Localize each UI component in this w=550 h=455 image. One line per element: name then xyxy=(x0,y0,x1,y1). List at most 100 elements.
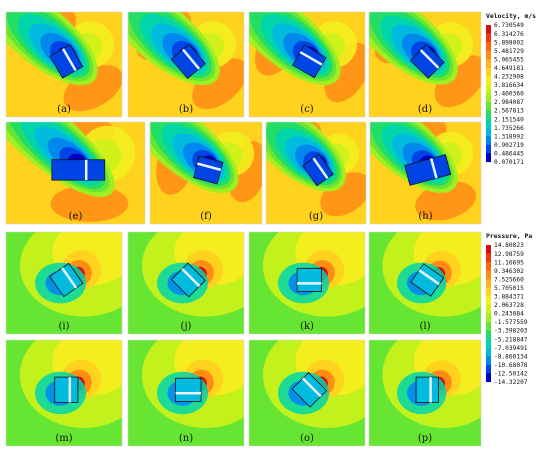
legend-tick-label: 5.898002 xyxy=(494,39,524,46)
legend-swatch xyxy=(486,119,491,128)
legend-swatch xyxy=(486,364,491,374)
legend-tick-label: 7.525660 xyxy=(494,276,524,283)
legend-swatch xyxy=(486,84,491,94)
legend-tick-label: 11.16695 xyxy=(494,259,524,266)
legend-swatch xyxy=(486,127,491,137)
legend-swatch xyxy=(486,67,491,77)
panel-label: (c) xyxy=(300,104,314,115)
legend-tick-label: 0.243084 xyxy=(494,311,524,318)
legend-tick-label: 5.481729 xyxy=(494,48,524,55)
legend-swatch xyxy=(486,153,491,163)
legend-tick-label: 1.735266 xyxy=(494,125,524,132)
building-block xyxy=(193,155,224,185)
legend-swatch xyxy=(486,287,491,297)
building-block xyxy=(292,44,327,79)
legend-swatch xyxy=(486,304,491,314)
contour-panel: (n) xyxy=(127,339,245,447)
legend-tick-label: 6.730549 xyxy=(494,22,524,29)
legend-tick-label: 0.486445 xyxy=(494,150,524,157)
contour-panel: (k) xyxy=(248,231,366,335)
building-block xyxy=(410,263,445,297)
legend-tick-label: 9.346302 xyxy=(494,268,524,275)
legend-swatch xyxy=(486,321,491,331)
legend-tick-label: -8.860134 xyxy=(494,353,528,360)
legend-swatch xyxy=(486,42,491,51)
legend-tick-label: 3.400360 xyxy=(494,91,524,98)
legend-tick-label: -10.68078 xyxy=(494,362,528,369)
legend-swatch xyxy=(486,347,491,357)
legend-tick-label: 2.151540 xyxy=(494,116,524,123)
legend-swatch xyxy=(486,110,491,120)
building-block xyxy=(175,377,202,402)
panel-label: (j) xyxy=(181,321,192,332)
contour-panels: (a) (b) (c) (d) (e) (f) (g) (h) (i) (j) (k) (l) (m) (… xyxy=(5,11,482,447)
legend-tick-label: 2.063728 xyxy=(494,302,524,309)
contour-panel: (j) xyxy=(127,231,245,335)
contour-panel: (c) xyxy=(248,11,366,118)
contour-panel: (d) xyxy=(368,11,482,118)
legend-tick-label: 1.318992 xyxy=(494,133,524,140)
contour-panel: (a) xyxy=(5,11,123,118)
legend-tick-label: -14.32207 xyxy=(494,379,528,386)
panel-label: (d) xyxy=(418,104,432,115)
contour-panel: (p) xyxy=(368,339,482,447)
building-block xyxy=(404,154,452,186)
legend-swatch xyxy=(486,339,491,348)
legend-swatch xyxy=(486,144,491,154)
legend-tick-label: -3.398203 xyxy=(494,328,528,335)
legend-tick-label: 6.314276 xyxy=(494,31,524,38)
legend-swatch xyxy=(486,25,491,34)
building-block xyxy=(49,44,84,79)
building-block xyxy=(170,43,206,80)
contour-panel: (i) xyxy=(5,231,123,335)
building-block xyxy=(291,372,328,408)
legend-tick-label: 0.070171 xyxy=(494,159,524,166)
contour-panel: (o) xyxy=(248,339,366,447)
building-block xyxy=(54,376,79,403)
panel-label: (o) xyxy=(300,433,314,444)
building-block xyxy=(296,267,322,292)
building-block xyxy=(409,43,445,79)
panel-label: (e) xyxy=(69,211,83,222)
panel-label: (l) xyxy=(419,321,430,332)
legend-swatch xyxy=(486,253,491,263)
contour-panel: (e) xyxy=(5,121,146,225)
legend-swatch xyxy=(486,93,491,103)
contour-panel: (h) xyxy=(369,121,482,225)
legend-tick-label: -12.50142 xyxy=(494,370,528,377)
building-block xyxy=(170,262,206,298)
contour-panel: (b) xyxy=(127,11,245,118)
legend-tick-label: -7.039491 xyxy=(494,345,528,352)
panel-label: (g) xyxy=(309,211,323,222)
panel-label: (p) xyxy=(418,433,432,444)
legend-swatch xyxy=(486,76,491,86)
panel-label: (k) xyxy=(300,321,314,332)
panel-label: (h) xyxy=(418,211,432,222)
legend-tick-label: -1.577559 xyxy=(494,319,528,326)
legend-swatch xyxy=(486,296,491,306)
legend-title: Velocity, m/s xyxy=(486,12,536,20)
panel-label: (i) xyxy=(58,321,69,332)
legend-tick-label: -5.218847 xyxy=(494,336,528,343)
building-block xyxy=(302,153,334,187)
legend-tick-label: 2.984087 xyxy=(494,99,524,106)
legend-tick-label: 4.232908 xyxy=(494,74,524,81)
contour-panel: (m) xyxy=(5,339,123,447)
legend-tick-label: 14.80823 xyxy=(494,242,524,249)
building-block xyxy=(49,262,84,298)
legend-swatch xyxy=(486,330,491,340)
legend-tick-label: 4.649181 xyxy=(494,65,524,72)
legend-tick-label: 12.98759 xyxy=(494,251,524,258)
legend-swatch xyxy=(486,136,491,145)
legend-swatch xyxy=(486,33,491,43)
legend-tick-label: 3.816634 xyxy=(494,82,524,89)
contour-panel: (f) xyxy=(149,121,263,225)
legend-swatch xyxy=(486,50,491,60)
legend-tick-label: 0.902719 xyxy=(494,142,524,149)
legend-swatch xyxy=(486,101,491,111)
legend-tick-label: 2.567813 xyxy=(494,108,524,115)
